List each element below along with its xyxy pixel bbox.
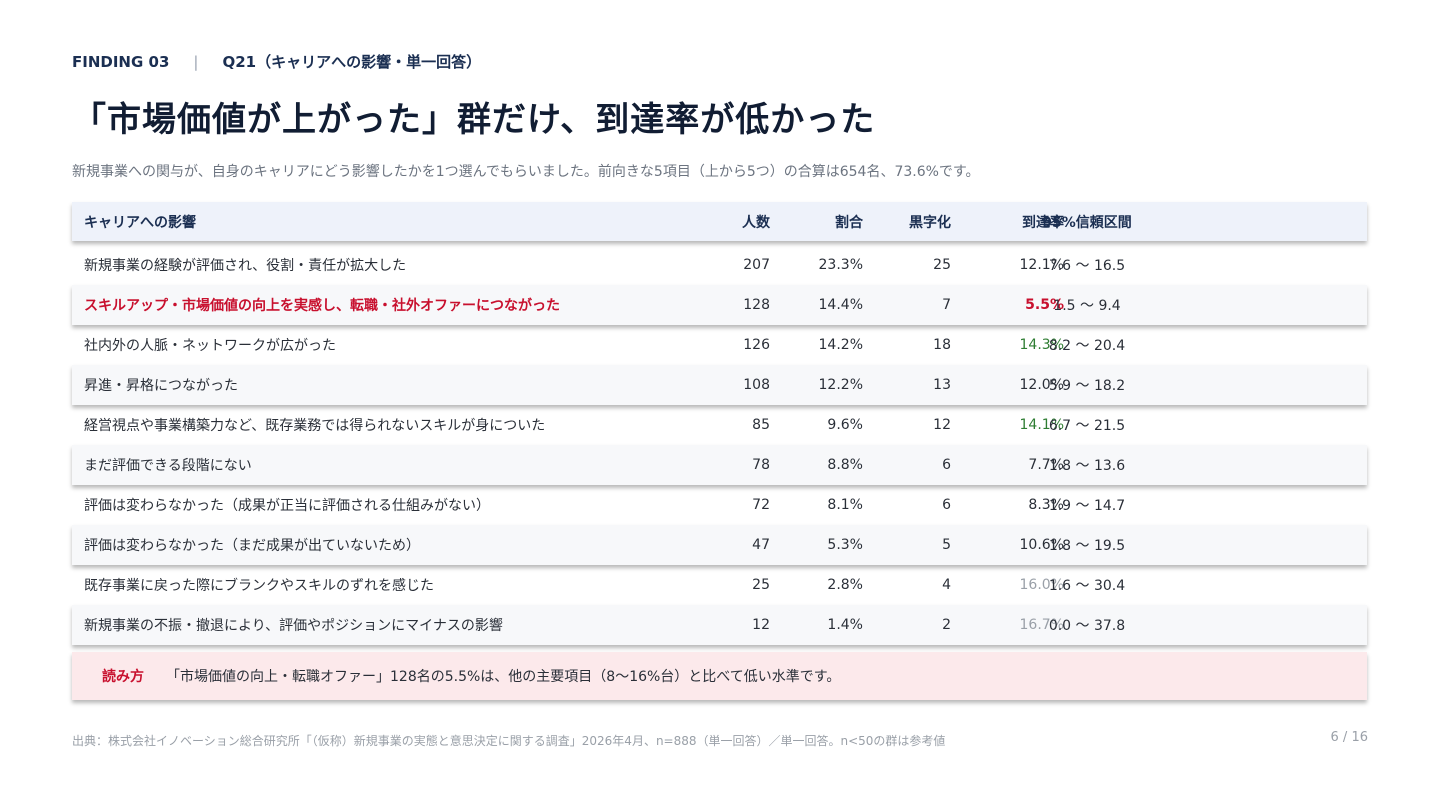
row-share: 8.1% xyxy=(827,497,863,513)
row-share: 5.3% xyxy=(827,537,863,553)
row-count: 108 xyxy=(743,377,770,393)
row-profitable: 6 xyxy=(942,457,951,473)
row-profitable: 2 xyxy=(942,617,951,633)
col-header-rate: 到達率 xyxy=(1022,214,1064,231)
row-profitable: 25 xyxy=(933,257,951,273)
table-row: スキルアップ・市場価値の向上を実感し、転職・社外オファーにつながった 128 14.… xyxy=(72,285,1367,325)
row-share: 14.2% xyxy=(818,337,863,353)
row-rate: 12.0% xyxy=(1019,377,1064,393)
row-ci: 6.7 〜 21.5 xyxy=(1048,418,1126,434)
row-ci: 0.0 〜 37.8 xyxy=(1048,618,1126,634)
row-ci: 1.8 〜 13.6 xyxy=(1048,458,1126,474)
row-rate: 5.5% xyxy=(1025,297,1064,313)
row-label: まだ評価できる段階にない xyxy=(84,458,252,474)
row-profitable: 5 xyxy=(942,537,951,553)
table-row: 新規事業の経験が評価され、役割・責任が拡大した 207 23.3% 25 12.1% 7.… xyxy=(72,245,1367,285)
row-ci: 1.8 〜 19.5 xyxy=(1048,538,1126,554)
row-label: 評価は変わらなかった（成果が正当に評価される仕組みがない） xyxy=(84,498,490,514)
career-impact-table: キャリアへの影響 人数 割合 黒字化 到達率 95%信頼区間 新規事業の経験が評… xyxy=(72,202,1367,645)
col-header-share: 割合 xyxy=(835,214,863,231)
note-text: 「市場価値の向上・転職オファー」128名の5.5%は、他の主要項目（8〜16%台… xyxy=(166,669,841,685)
row-ci: 1.9 〜 14.7 xyxy=(1048,498,1126,514)
table-row: 昇進・昇格につながった 108 12.2% 13 12.0% 5.9 〜 18.2 xyxy=(72,365,1367,405)
page-number: 6 / 16 xyxy=(1330,730,1368,745)
row-share: 2.8% xyxy=(827,577,863,593)
note-label: 読み方 xyxy=(102,669,144,685)
row-ci: 7.6 〜 16.5 xyxy=(1048,258,1126,274)
finding-label: FINDING 03 xyxy=(72,52,170,71)
row-count: 25 xyxy=(752,577,770,593)
row-count: 85 xyxy=(752,417,770,433)
row-rate: 16.7% xyxy=(1019,617,1064,633)
row-profitable: 4 xyxy=(942,577,951,593)
row-profitable: 12 xyxy=(933,417,951,433)
row-count: 128 xyxy=(743,297,770,313)
row-count: 12 xyxy=(752,617,770,633)
row-count: 126 xyxy=(743,337,770,353)
row-profitable: 18 xyxy=(933,337,951,353)
row-count: 207 xyxy=(743,257,770,273)
question-label: Q21（キャリアへの影響・単一回答） xyxy=(222,53,482,71)
table-row: まだ評価できる段階にない 78 8.8% 6 7.7% 1.8 〜 13.6 xyxy=(72,445,1367,485)
page-title: 「市場価値が上がった」群だけ、到達率が低かった xyxy=(72,100,876,140)
row-rate: 14.3% xyxy=(1019,337,1064,353)
table-row: 既存事業に戻った際にブランクやスキルのずれを感じた 25 2.8% 4 16.0% 1.6… xyxy=(72,565,1367,605)
table-row: 評価は変わらなかった（成果が正当に評価される仕組みがない） 72 8.1% 6 8.3%… xyxy=(72,485,1367,525)
table-row: 経営視点や事業構築力など、既存業務では得られないスキルが身についた 85 9.6% 1… xyxy=(72,405,1367,445)
row-count: 72 xyxy=(752,497,770,513)
row-rate: 7.7% xyxy=(1028,457,1064,473)
row-rate: 12.1% xyxy=(1019,257,1064,273)
table-row: 社内外の人脈・ネットワークが広がった 126 14.2% 18 14.3% 8.2 〜 2… xyxy=(72,325,1367,365)
row-rate: 14.1% xyxy=(1019,417,1064,433)
row-share: 8.8% xyxy=(827,457,863,473)
row-label: 昇進・昇格につながった xyxy=(84,378,238,394)
header-line: FINDING 03 | Q21（キャリアへの影響・単一回答） xyxy=(72,51,481,72)
row-label: 新規事業の経験が評価され、役割・責任が拡大した xyxy=(84,258,407,274)
table-row: 評価は変わらなかった（まだ成果が出ていないため） 47 5.3% 5 10.6% 1.8 … xyxy=(72,525,1367,565)
row-share: 1.4% xyxy=(827,617,863,633)
reading-note: 読み方 「市場価値の向上・転職オファー」128名の5.5%は、他の主要項目（8〜… xyxy=(72,652,1367,700)
row-label: スキルアップ・市場価値の向上を実感し、転職・社外オファーにつながった xyxy=(84,298,560,314)
row-ci: 8.2 〜 20.4 xyxy=(1048,338,1126,354)
row-share: 23.3% xyxy=(818,257,863,273)
row-count: 78 xyxy=(752,457,770,473)
row-label: 新規事業の不振・撤退により、評価やポジションにマイナスの影響 xyxy=(84,618,503,634)
row-profitable: 13 xyxy=(933,377,951,393)
row-rate: 16.0% xyxy=(1019,577,1064,593)
row-label: 社内外の人脈・ネットワークが広がった xyxy=(84,338,336,354)
row-count: 47 xyxy=(752,537,770,553)
header-separator: | xyxy=(193,52,199,71)
col-header-impact: キャリアへの影響 xyxy=(84,214,196,231)
col-header-ci: 95%信頼区間 xyxy=(1042,214,1132,231)
row-profitable: 7 xyxy=(942,297,951,313)
col-header-profitable: 黒字化 xyxy=(909,214,951,231)
row-label: 評価は変わらなかった（まだ成果が出ていないため） xyxy=(84,538,420,554)
col-header-count: 人数 xyxy=(742,214,770,231)
row-ci: 1.5 〜 9.4 xyxy=(1053,298,1121,314)
row-ci: 1.6 〜 30.4 xyxy=(1048,578,1126,594)
row-share: 14.4% xyxy=(818,297,863,313)
row-profitable: 6 xyxy=(942,497,951,513)
source-footer: 出典：株式会社イノベーション総合研究所「（仮称）新規事業の実態と意思決定に関する… xyxy=(72,734,946,748)
row-rate: 10.6% xyxy=(1019,537,1064,553)
row-share: 12.2% xyxy=(818,377,863,393)
table-row: 新規事業の不振・撤退により、評価やポジションにマイナスの影響 12 1.4% 2 16.… xyxy=(72,605,1367,645)
row-ci: 5.9 〜 18.2 xyxy=(1048,378,1126,394)
row-rate: 8.3% xyxy=(1028,497,1064,513)
row-share: 9.6% xyxy=(827,417,863,433)
row-label: 経営視点や事業構築力など、既存業務では得られないスキルが身についた xyxy=(84,418,546,434)
row-label: 既存事業に戻った際にブランクやスキルのずれを感じた xyxy=(84,578,434,594)
page-subtitle: 新規事業への関与が、自身のキャリアにどう影響したかを1つ選んでもらいました。前向… xyxy=(72,164,980,180)
table-header: キャリアへの影響 人数 割合 黒字化 到達率 95%信頼区間 xyxy=(72,202,1367,241)
